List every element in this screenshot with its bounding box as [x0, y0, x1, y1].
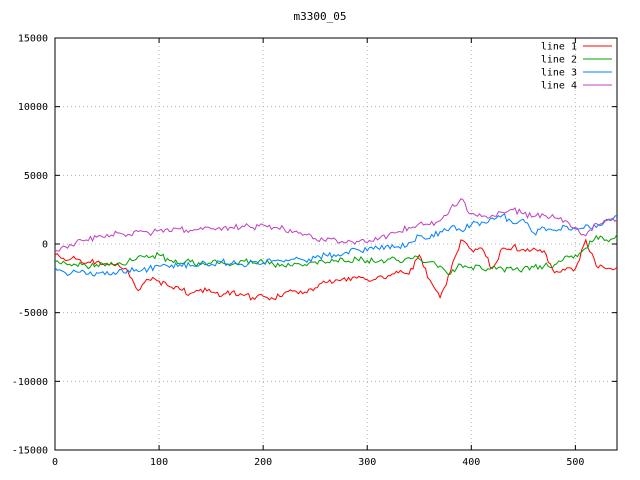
x-tick-label: 100	[150, 457, 168, 468]
x-tick-label: 0	[52, 457, 58, 468]
x-tick-label: 200	[254, 457, 272, 468]
legend-label: line 2	[541, 55, 577, 66]
series-line-2	[54, 234, 618, 276]
y-tick-label: 15000	[18, 34, 48, 45]
x-tick-label: 500	[566, 457, 584, 468]
x-tick-label: 400	[462, 457, 480, 468]
legend-label: line 4	[541, 81, 577, 92]
y-tick-label: -15000	[12, 446, 48, 457]
chart-title: m3300_05	[293, 10, 347, 23]
legend-label: line 3	[541, 68, 577, 79]
y-tick-label: 10000	[18, 102, 48, 113]
y-tick-label: -10000	[12, 377, 48, 388]
legend-label: line 1	[541, 42, 577, 53]
y-tick-label: 0	[42, 240, 48, 251]
series-line-3	[54, 213, 618, 277]
y-tick-label: 5000	[24, 171, 48, 182]
x-tick-label: 300	[358, 457, 376, 468]
series-line-4	[54, 198, 618, 252]
y-tick-label: -5000	[18, 308, 48, 319]
series-line-1	[54, 238, 618, 301]
